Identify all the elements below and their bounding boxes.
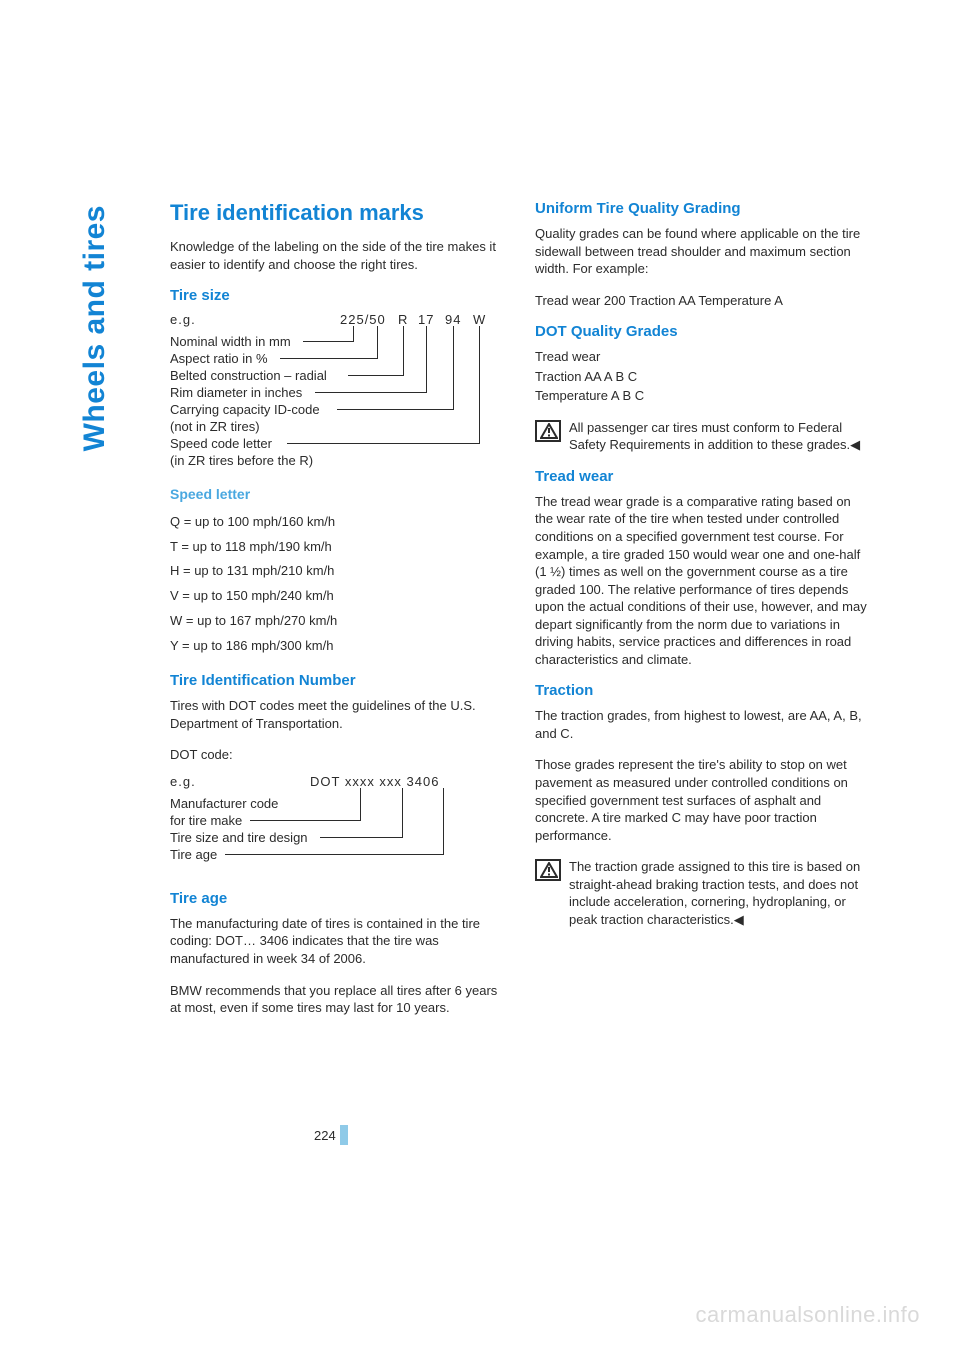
connector-line [443,788,444,855]
connector-line [315,392,426,393]
connector-line [403,326,404,376]
diagram-label: Tire age [170,847,217,862]
dot-l1: Tread wear [535,348,870,366]
speed-item: H = up to 131 mph/210 km/h [170,559,505,584]
tin-p1: Tires with DOT codes meet the guidelines… [170,697,505,732]
diagram-label: for tire make [170,813,242,828]
intro-text: Knowledge of the labeling on the side of… [170,238,505,273]
connector-line [377,326,378,359]
watermark: carmanualsonline.info [695,1302,920,1328]
connector-line [225,854,443,855]
diagram-label: Tire size and tire design [170,830,308,845]
speed-item: V = up to 150 mph/240 km/h [170,584,505,609]
dot-l2: Traction AA A B C [535,368,870,386]
tire-age-p1: The manufacturing date of tires is conta… [170,915,505,968]
diagram-label: Belted construction – radial [170,368,327,383]
traction-p2: Those grades represent the tire's abilit… [535,756,870,844]
diagram-label: Speed code letter [170,436,272,451]
speed-item: W = up to 167 mph/270 km/h [170,609,505,634]
tire-age-p2: BMW recommends that you replace all tire… [170,982,505,1017]
heading-tire-age: Tire age [170,890,505,907]
page-number: 224 [314,1128,336,1143]
left-column: Tire identification marks Knowledge of t… [170,200,505,1031]
speed-letter-list: Q = up to 100 mph/160 km/h T = up to 118… [170,510,505,658]
content-area: Tire identification marks Knowledge of t… [170,200,870,1031]
heading-utqg: Uniform Tire Quality Grading [535,200,870,217]
code-c: 17 [418,312,434,327]
diagram-label: Aspect ratio in % [170,351,268,366]
connector-line [402,788,403,838]
heading-tire-size: Tire size [170,287,505,304]
connector-line [320,837,402,838]
diagram-label: Nominal width in mm [170,334,291,349]
heading-tread-wear: Tread wear [535,468,870,485]
heading-tire-id: Tire identification marks [170,200,505,226]
traction-notice: The traction grade assigned to this tire… [535,858,870,928]
page: Wheels and tires Tire identification mar… [0,0,960,1358]
warning-icon [535,859,561,881]
diagram-label: (not in ZR tires) [170,419,260,434]
dot-notice: All passenger car tires must conform to … [535,419,870,454]
utqg-p1: Quality grades can be found where applic… [535,225,870,278]
diagram-label: Rim diameter in inches [170,385,302,400]
right-column: Uniform Tire Quality Grading Quality gra… [535,200,870,1031]
connector-line [348,375,403,376]
heading-speed-letter: Speed letter [170,486,505,502]
code-e: W [473,312,486,327]
code-b: R [398,312,408,327]
code-d: 94 [445,312,461,327]
traction-p1: The traction grades, from highest to low… [535,707,870,742]
connector-line [453,326,454,410]
speed-item: Y = up to 186 mph/300 km/h [170,634,505,659]
warning-icon [535,420,561,442]
connector-line [280,358,377,359]
tire-size-diagram: e.g. 225/50 R 17 94 W Nominal width in m… [170,312,505,470]
code-a: 225/50 [340,312,386,327]
heading-dot-grades: DOT Quality Grades [535,323,870,340]
tread-p: The tread wear grade is a comparative ra… [535,493,870,668]
speed-item: Q = up to 100 mph/160 km/h [170,510,505,535]
eg-label: e.g. [170,774,196,789]
tin-p2: DOT code: [170,746,505,764]
heading-tin: Tire Identification Number [170,672,505,689]
page-marker [340,1125,348,1145]
speed-item: T = up to 118 mph/190 km/h [170,535,505,560]
dot-l3: Temperature A B C [535,387,870,405]
connector-line [337,409,453,410]
connector-line [303,341,353,342]
notice-text: The traction grade assigned to this tire… [569,858,870,928]
connector-line [250,820,360,821]
connector-line [426,326,427,393]
eg-label: e.g. [170,312,196,327]
dot-diagram: e.g. DOT xxxx xxx 3406 Manufacturer code… [170,774,505,874]
connector-line [479,326,480,444]
diagram-label: (in ZR tires before the R) [170,453,313,468]
utqg-p2: Tread wear 200 Traction AA Temperature A [535,292,870,310]
notice-text: All passenger car tires must conform to … [569,419,870,454]
connector-line [287,443,479,444]
connector-line [353,326,354,342]
diagram-label: Manufacturer code [170,796,278,811]
connector-line [360,788,361,821]
section-tab: Wheels and tires [78,205,112,451]
dot-code: DOT xxxx xxx 3406 [310,774,439,789]
heading-traction: Traction [535,682,870,699]
diagram-label: Carrying capacity ID-code [170,402,320,417]
